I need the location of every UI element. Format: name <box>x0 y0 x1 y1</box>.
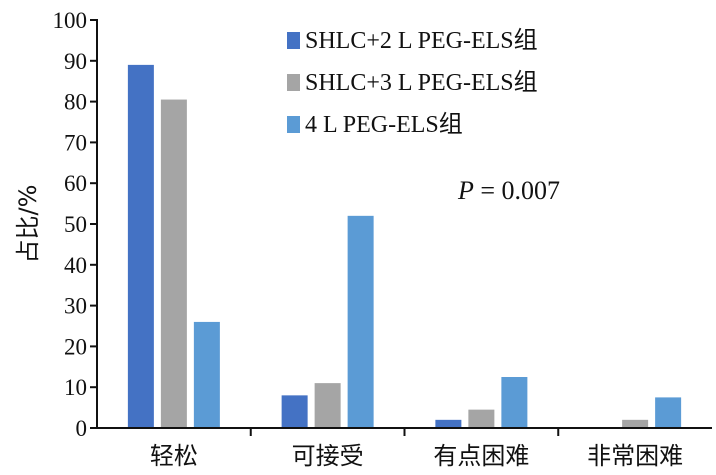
y-tick-label: 10 <box>64 375 87 400</box>
bar <box>501 377 528 428</box>
bar <box>347 215 374 428</box>
bar <box>127 64 154 428</box>
x-category-label: 非常困难 <box>587 442 683 470</box>
legend-swatch <box>287 32 300 49</box>
legend: SHLC+2 L PEG-ELS组 SHLC+3 L PEG-ELS组 4 L PE… <box>287 27 538 138</box>
y-tick-label: 90 <box>64 49 87 74</box>
y-tick-label: 100 <box>53 8 88 33</box>
x-axis-categories: 轻松 可接受 有点困难 非常困难 <box>150 428 683 470</box>
bar <box>193 321 220 428</box>
legend-swatch <box>287 74 300 91</box>
y-tick-label: 40 <box>64 253 87 278</box>
x-category-label: 有点困难 <box>433 442 529 470</box>
bars <box>127 64 682 428</box>
p-value: = 0.007 <box>474 176 560 205</box>
x-category-label: 可接受 <box>292 442 364 470</box>
bar <box>622 419 649 428</box>
bar <box>655 397 682 428</box>
y-tick-label: 20 <box>64 334 87 359</box>
y-axis-label: 占比/% <box>14 185 42 264</box>
y-tick-label: 30 <box>64 294 87 319</box>
y-tick-label: 60 <box>64 171 87 196</box>
legend-swatch <box>287 116 300 133</box>
y-tick-label: 50 <box>64 212 87 237</box>
y-tick-label: 80 <box>64 90 87 115</box>
legend-label: SHLC+3 L PEG-ELS组 <box>305 69 538 96</box>
y-tick-label: 0 <box>76 416 88 441</box>
legend-label: 4 L PEG-ELS组 <box>305 111 463 138</box>
y-axis-ticks: 0 10 20 30 40 50 60 70 80 90 100 <box>53 8 97 441</box>
x-category-label: 轻松 <box>150 442 198 470</box>
y-tick-label: 70 <box>64 130 87 155</box>
bar <box>160 99 187 428</box>
p-symbol: P <box>457 176 474 205</box>
bar <box>281 395 308 428</box>
p-value-annotation: P = 0.007 <box>457 176 560 205</box>
bar <box>468 409 495 428</box>
bar <box>314 383 341 428</box>
legend-label: SHLC+2 L PEG-ELS组 <box>305 27 538 54</box>
bar <box>435 419 462 428</box>
